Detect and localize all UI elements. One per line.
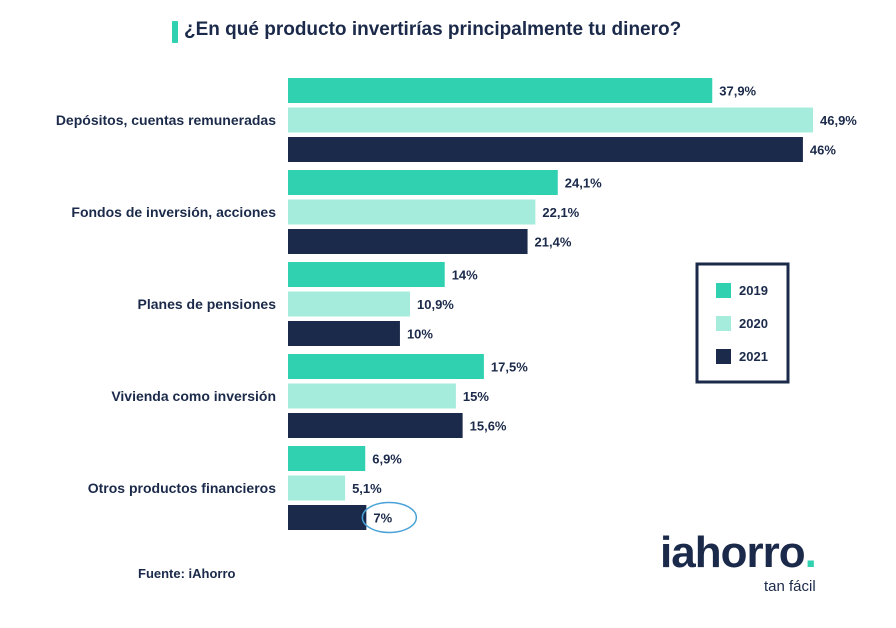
logo-dot: . xyxy=(804,528,817,577)
logo-tagline: tan fácil xyxy=(764,578,816,595)
category-label: Vivienda como inversión xyxy=(111,388,276,404)
value-label: 14% xyxy=(452,268,478,283)
value-label: 46,9% xyxy=(820,113,857,128)
value-label: 15,6% xyxy=(470,419,507,434)
bar-2021 xyxy=(288,321,400,346)
chart-title: ¿En qué producto invertirías principalme… xyxy=(184,19,682,40)
title-accent-bar xyxy=(172,21,178,43)
value-label: 5,1% xyxy=(352,481,382,496)
logo-text: iahorro xyxy=(660,528,806,577)
value-label: 7% xyxy=(373,511,392,526)
legend-label: 2020 xyxy=(739,316,768,331)
value-label: 21,4% xyxy=(535,235,572,250)
bar-2019 xyxy=(288,262,445,287)
value-label: 10,9% xyxy=(417,297,454,312)
bar-2019 xyxy=(288,170,558,195)
iahorro-logo: iahorro. xyxy=(660,528,817,578)
category-label: Depósitos, cuentas remuneradas xyxy=(56,112,276,128)
legend-label: 2019 xyxy=(739,283,768,298)
value-label: 17,5% xyxy=(491,360,528,375)
value-label: 37,9% xyxy=(719,84,756,99)
category-label: Planes de pensiones xyxy=(138,296,277,312)
value-label: 6,9% xyxy=(372,452,402,467)
value-label: 46% xyxy=(810,143,836,158)
bar-2021 xyxy=(288,413,463,438)
legend-swatch-2020 xyxy=(716,316,731,331)
bar-2020 xyxy=(288,475,346,501)
bar-2020 xyxy=(288,383,456,409)
value-label: 22,1% xyxy=(542,205,579,220)
highlight-circle xyxy=(361,501,418,534)
bar-2020 xyxy=(288,107,813,133)
bar-2021 xyxy=(288,137,803,162)
source-note: Fuente: iAhorro xyxy=(138,566,236,581)
bar-2019 xyxy=(288,78,713,103)
legend-swatch-2019 xyxy=(716,283,731,298)
category-label: Fondos de inversión, acciones xyxy=(71,204,276,220)
bar-2019 xyxy=(288,354,484,379)
category-label: Otros productos financieros xyxy=(88,480,276,496)
legend-swatch-2021 xyxy=(716,349,731,364)
bar-2020 xyxy=(288,199,536,225)
value-label: 15% xyxy=(463,389,489,404)
legend-box xyxy=(695,262,790,384)
value-label: 24,1% xyxy=(565,176,602,191)
bar-2019 xyxy=(288,446,366,471)
bar-2020 xyxy=(288,291,411,317)
bar-2021 xyxy=(288,229,528,254)
legend-label: 2021 xyxy=(739,349,768,364)
bar-2021 xyxy=(288,505,367,530)
value-label: 10% xyxy=(407,327,433,342)
